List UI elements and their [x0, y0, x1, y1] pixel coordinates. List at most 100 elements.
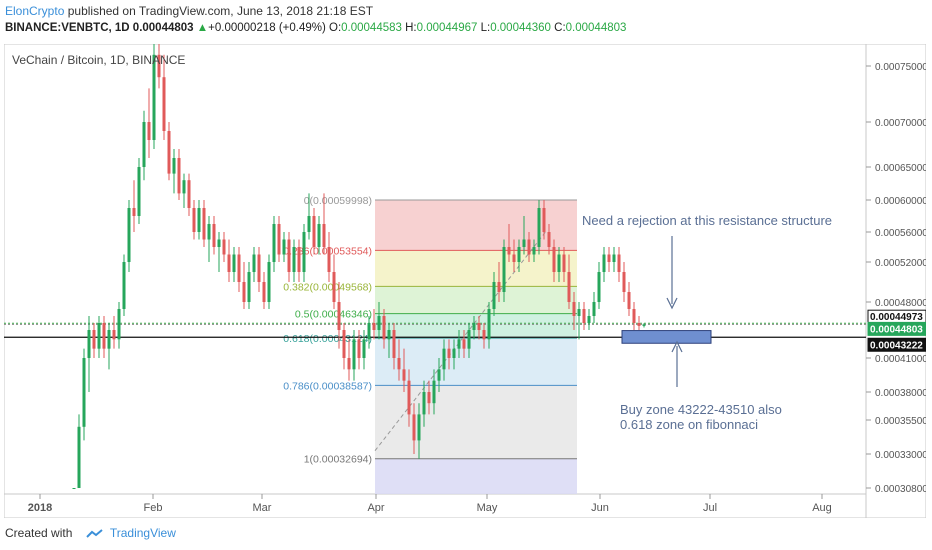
candle-body[interactable] — [487, 309, 491, 340]
candle-body[interactable] — [547, 232, 551, 247]
candle-body[interactable] — [367, 323, 371, 340]
candle-body[interactable] — [202, 208, 206, 240]
candle-body[interactable] — [492, 282, 496, 309]
annotation-buy-zone[interactable]: Buy zone 43222-43510 also — [620, 402, 782, 417]
candle-body[interactable] — [587, 316, 591, 323]
candle-body[interactable] — [162, 77, 166, 131]
candle-body[interactable] — [532, 247, 536, 255]
candle-body[interactable] — [277, 224, 281, 255]
candle-body[interactable] — [477, 323, 481, 330]
horizontal-lines[interactable] — [4, 322, 866, 338]
candle-body[interactable] — [92, 330, 96, 349]
candle-body[interactable] — [517, 247, 521, 262]
candle-body[interactable] — [262, 282, 266, 302]
candle-body[interactable] — [537, 208, 541, 247]
candle-body[interactable] — [512, 254, 516, 263]
candle-body[interactable] — [562, 254, 566, 273]
candle-body[interactable] — [457, 339, 461, 349]
candle-body[interactable] — [452, 348, 456, 358]
annotation-fib-zone[interactable]: 0.618 zone on fibonnaci — [620, 417, 758, 432]
candle-body[interactable] — [107, 330, 111, 349]
candle-body[interactable] — [372, 323, 376, 330]
candle-body[interactable] — [502, 247, 506, 292]
candle-body[interactable] — [607, 254, 611, 263]
annotation-resistance[interactable]: Need a rejection at this resistance stru… — [582, 213, 832, 228]
candle-body[interactable] — [437, 369, 441, 381]
candle-body[interactable] — [387, 330, 391, 340]
candle-body[interactable] — [272, 224, 276, 262]
candle-body[interactable] — [362, 339, 366, 358]
fib-trend-line[interactable] — [374, 229, 548, 452]
candle-body[interactable] — [397, 358, 401, 370]
candle-body[interactable] — [282, 239, 286, 255]
candle-body[interactable] — [297, 247, 301, 272]
candle-body[interactable] — [347, 358, 351, 370]
candle-body[interactable] — [242, 282, 246, 302]
candle-body[interactable] — [182, 180, 186, 194]
candle-body[interactable] — [567, 272, 571, 302]
candle-body[interactable] — [332, 272, 336, 302]
candle-body[interactable] — [472, 323, 476, 330]
candle-body[interactable] — [157, 54, 161, 78]
candle-body[interactable] — [247, 272, 251, 302]
candle-body[interactable] — [327, 247, 331, 272]
candle-body[interactable] — [527, 239, 531, 255]
candle-body[interactable] — [592, 302, 596, 316]
candle-body[interactable] — [152, 54, 156, 140]
candle-body[interactable] — [552, 247, 556, 272]
candle-body[interactable] — [217, 239, 221, 248]
candle-body[interactable] — [632, 309, 636, 323]
candle-body[interactable] — [622, 272, 626, 292]
candle-body[interactable] — [172, 158, 176, 174]
candles[interactable] — [72, 21, 646, 489]
candle-body[interactable] — [522, 239, 526, 248]
candle-body[interactable] — [287, 239, 291, 273]
candle-body[interactable] — [222, 239, 226, 255]
candle-body[interactable] — [417, 414, 421, 441]
candle-body[interactable] — [187, 180, 191, 208]
candle-body[interactable] — [82, 358, 86, 427]
candle-body[interactable] — [572, 302, 576, 316]
candle-body[interactable] — [87, 330, 91, 358]
candle-body[interactable] — [612, 254, 616, 263]
candle-body[interactable] — [442, 348, 446, 370]
candle-body[interactable] — [352, 339, 356, 370]
candle-body[interactable] — [427, 392, 431, 404]
candle-body[interactable] — [232, 254, 236, 273]
candle-body[interactable] — [582, 309, 586, 323]
candle-body[interactable] — [402, 369, 406, 381]
candle-body[interactable] — [117, 309, 121, 340]
candle-body[interactable] — [462, 339, 466, 349]
candle-body[interactable] — [207, 224, 211, 240]
candle-body[interactable] — [432, 380, 436, 404]
candle-body[interactable] — [122, 262, 126, 309]
candle-body[interactable] — [192, 208, 196, 232]
candle-body[interactable] — [177, 158, 181, 194]
candle-body[interactable] — [377, 316, 381, 330]
candle-body[interactable] — [102, 323, 106, 349]
candle-body[interactable] — [407, 380, 411, 415]
candle-body[interactable] — [482, 330, 486, 340]
price-chart[interactable]: 0(0.00059998)0.236(0.00053554)0.382(0.00… — [3, 6, 928, 519]
candle-body[interactable] — [412, 414, 416, 441]
candle-body[interactable] — [577, 309, 581, 316]
candle-body[interactable] — [637, 323, 641, 326]
candle-body[interactable] — [392, 330, 396, 358]
candle-body[interactable] — [212, 224, 216, 247]
candle-body[interactable] — [602, 254, 606, 273]
candle-body[interactable] — [252, 254, 256, 273]
candle-body[interactable] — [312, 216, 316, 247]
candle-body[interactable] — [137, 167, 141, 216]
candle-body[interactable] — [337, 302, 341, 330]
candle-body[interactable] — [557, 254, 561, 273]
candle-body[interactable] — [617, 254, 621, 273]
candle-body[interactable] — [237, 254, 241, 283]
candle-body[interactable] — [597, 272, 601, 302]
candle-body[interactable] — [627, 292, 631, 309]
candle-body[interactable] — [422, 392, 426, 415]
candle-body[interactable] — [167, 131, 171, 174]
candle-body[interactable] — [317, 224, 321, 247]
candle-body[interactable] — [342, 330, 346, 358]
candle-body[interactable] — [97, 323, 101, 349]
candle-body[interactable] — [382, 316, 386, 340]
